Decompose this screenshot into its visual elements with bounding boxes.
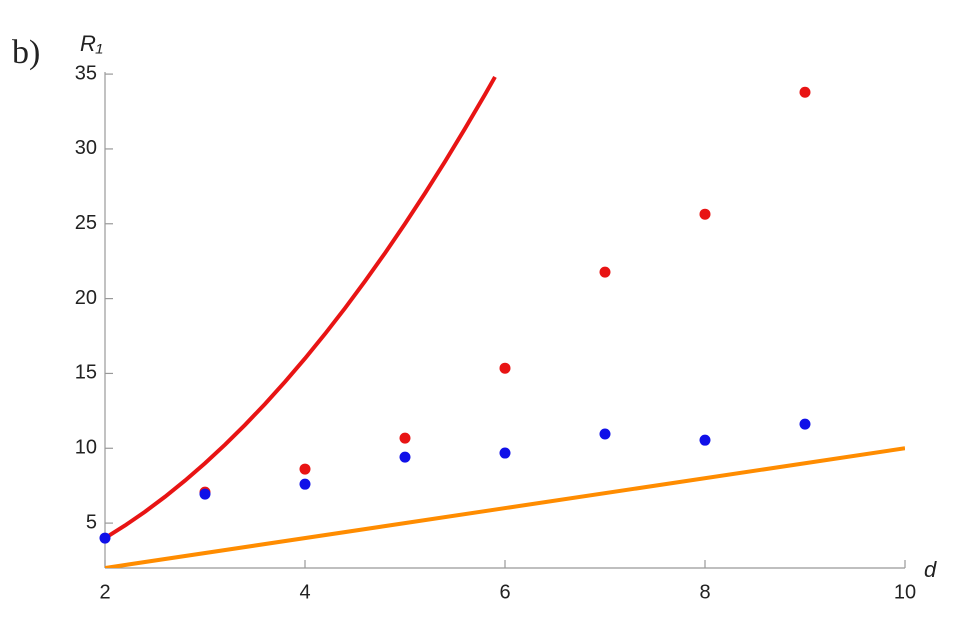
panel-label: b) xyxy=(12,34,40,71)
point xyxy=(499,362,511,374)
x-tick-label: 6 xyxy=(499,581,510,603)
point xyxy=(299,478,311,490)
y-tick-label: 15 xyxy=(75,362,97,384)
y-tick-label: 10 xyxy=(75,437,97,459)
point xyxy=(99,532,111,544)
curve xyxy=(105,446,905,568)
y-tick-label: 30 xyxy=(75,137,97,159)
x-axis-label: d xyxy=(924,557,937,582)
y-tick-label: 35 xyxy=(75,62,97,84)
x-tick-label: 10 xyxy=(894,581,916,603)
curve xyxy=(105,75,497,540)
point xyxy=(499,447,511,459)
point xyxy=(699,208,711,220)
x-tick-label: 8 xyxy=(699,581,710,603)
x-tick-label: 4 xyxy=(299,581,310,603)
point xyxy=(699,434,711,446)
point xyxy=(599,428,611,440)
x-tick-label: 2 xyxy=(99,581,110,603)
y-tick-label: 25 xyxy=(75,212,97,234)
point xyxy=(599,266,611,278)
point xyxy=(399,432,411,444)
y-tick-label: 20 xyxy=(75,287,97,309)
y-axis-label: R₁ xyxy=(80,31,103,56)
point xyxy=(799,86,811,98)
y-tick-label: 5 xyxy=(86,511,97,533)
point xyxy=(799,418,811,430)
point xyxy=(299,463,311,475)
point xyxy=(399,451,411,463)
point xyxy=(199,488,211,500)
